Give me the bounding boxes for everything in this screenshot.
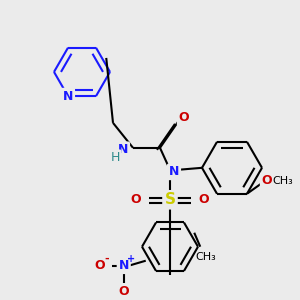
Text: CH₃: CH₃ xyxy=(196,252,217,262)
Text: O: O xyxy=(131,193,141,206)
Text: N: N xyxy=(118,143,128,156)
Text: CH₃: CH₃ xyxy=(273,176,293,186)
Text: O: O xyxy=(94,259,105,272)
Text: +: + xyxy=(127,254,135,264)
Text: N: N xyxy=(118,259,129,272)
Text: O: O xyxy=(199,193,209,206)
Text: O: O xyxy=(179,111,189,124)
Text: N: N xyxy=(63,90,73,103)
Text: -: - xyxy=(104,254,109,264)
Text: O: O xyxy=(118,285,129,298)
Text: O: O xyxy=(262,174,272,187)
Text: H: H xyxy=(110,151,120,164)
Text: N: N xyxy=(169,165,179,178)
Text: S: S xyxy=(164,192,175,207)
